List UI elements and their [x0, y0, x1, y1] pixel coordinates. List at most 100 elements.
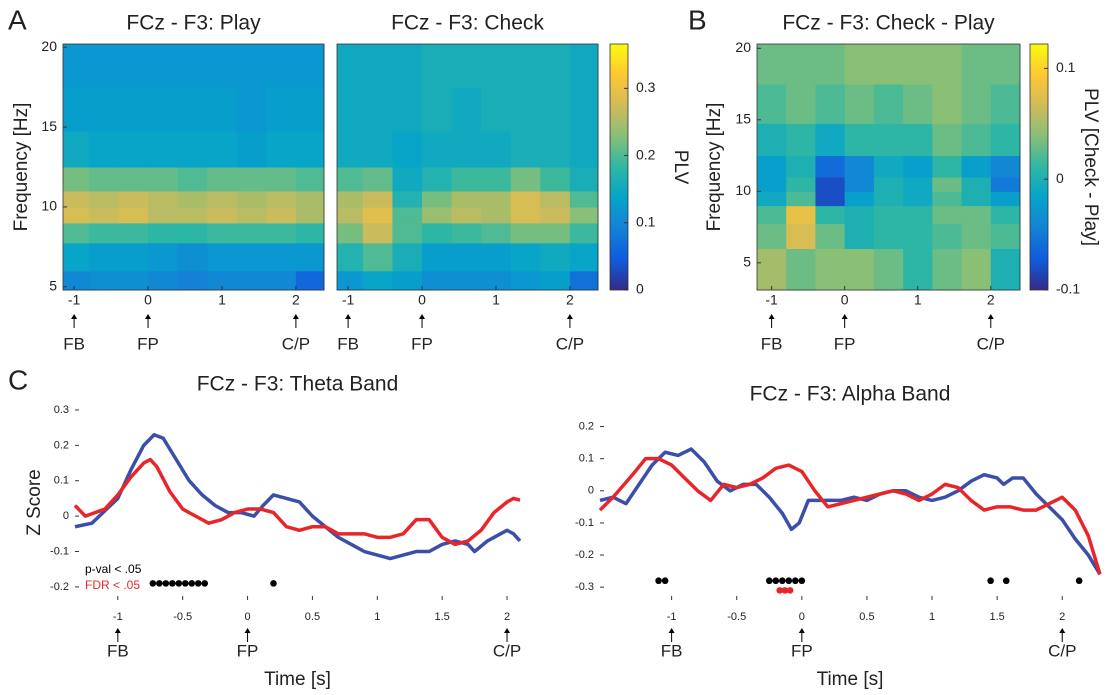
heatmap-cell	[207, 190, 238, 208]
heatmap-cell	[118, 190, 149, 208]
x-tick-label: -1	[667, 611, 677, 623]
heatmap-cell	[815, 205, 846, 224]
significance-dot	[786, 587, 794, 594]
heatmap-cell	[540, 222, 571, 244]
heatmap-cell	[236, 270, 267, 291]
significance-dot	[1002, 577, 1010, 585]
colorbar-tick-label: 0.2	[636, 146, 656, 162]
heatmap-cell	[961, 123, 992, 157]
significance-dot	[169, 580, 176, 587]
x-tick-label: 0	[144, 292, 152, 308]
heatmap-cell	[236, 87, 267, 132]
heatmap-cell	[815, 123, 846, 157]
plot-frame	[62, 43, 325, 291]
heatmap-cell	[903, 248, 933, 291]
event-arrowhead	[114, 628, 121, 633]
significance-dot	[987, 577, 994, 585]
heatmap-cell	[118, 44, 149, 88]
heatmap-cell	[844, 155, 875, 178]
heatmap-cell	[337, 270, 364, 291]
data-line	[73, 457, 521, 547]
heatmap-cell	[337, 87, 364, 132]
x-tick-label: 0	[841, 292, 849, 308]
heatmap-cell	[510, 131, 541, 168]
heatmap-cell	[569, 167, 599, 192]
y-tick-label: -0.2	[50, 581, 69, 593]
x-tick-label: -0.5	[727, 611, 746, 623]
heatmap-cell	[903, 155, 933, 178]
significance-dot	[270, 580, 277, 587]
heatmap-cell	[569, 44, 599, 88]
heatmap-cell	[422, 270, 453, 291]
heatmap-cell	[88, 167, 119, 192]
heatmap-cell	[932, 248, 963, 291]
heatmap-cell	[540, 167, 571, 192]
heatmap-cell	[786, 205, 816, 224]
colorbar	[609, 43, 629, 291]
heatmap-cell	[337, 206, 364, 224]
y-tick-label: 0	[588, 485, 594, 497]
y-tick-label: 0.2	[579, 420, 594, 432]
significance-dot	[778, 577, 786, 585]
x-tick-label: 1.5	[989, 611, 1004, 623]
significance-dot	[776, 587, 783, 594]
x-tick-label: -1	[68, 292, 81, 308]
heatmap-cell	[295, 206, 325, 224]
heatmap-cell	[873, 191, 904, 207]
heatmap-cell	[362, 206, 393, 224]
event-label: FB	[107, 641, 129, 660]
heatmap-cell	[757, 223, 787, 250]
heatmap-cell	[990, 44, 1021, 85]
marker-legend: FDR < .05	[85, 578, 140, 592]
heatmap-cell	[990, 123, 1021, 157]
heatmap-cell	[118, 270, 149, 291]
y-tick-label: 0.1	[579, 453, 594, 465]
significance-dot	[181, 580, 189, 587]
event-arrowhead	[71, 314, 78, 319]
heatmap-cell	[148, 270, 179, 291]
event-arrowhead	[292, 314, 299, 319]
x-tick-label: 1	[374, 611, 380, 623]
heatmap-cell	[63, 206, 90, 224]
heatmap-cell	[757, 155, 787, 178]
event-arrowhead	[798, 628, 805, 633]
significance-dot	[772, 577, 780, 585]
heatmap-cell	[451, 270, 482, 291]
heatmap-cell	[236, 131, 267, 168]
heatmap-cell	[873, 223, 904, 250]
event-label: C/P	[493, 641, 521, 660]
heatmap-cell	[451, 44, 482, 88]
heatmap-cell	[266, 270, 297, 291]
y-tick-label: -0.3	[575, 581, 594, 593]
heatmap-cell	[118, 242, 149, 272]
heatmap-cell	[510, 222, 541, 244]
y-axis-label: Frequency [Hz]	[11, 103, 32, 232]
heatmap-cell	[362, 242, 393, 272]
x-tick-label: 1	[914, 292, 922, 308]
heatmap-cell	[236, 222, 267, 244]
heatmap-cell	[266, 206, 297, 224]
event-label: C/P	[556, 334, 584, 353]
x-tick-label: 0.5	[305, 611, 320, 623]
data-line	[599, 447, 1102, 576]
heatmap-cell	[932, 191, 963, 207]
event-label: C/P	[977, 334, 1005, 353]
heatmap-cell	[148, 242, 179, 272]
heatmap-cell	[207, 222, 238, 244]
heatmap-cell	[932, 44, 963, 85]
heatmap-cell	[757, 44, 787, 85]
x-tick-label: 0	[418, 292, 426, 308]
heatmap-cell	[903, 84, 933, 124]
heatmap-cell	[844, 84, 875, 124]
event-label: FP	[791, 641, 813, 660]
heatmap-cell	[815, 155, 846, 178]
data-line	[74, 432, 522, 561]
y-tick-label: 0	[63, 510, 69, 522]
heatmap-cell	[757, 191, 787, 207]
heatmap-cell	[932, 123, 963, 157]
heatmap-cell	[392, 131, 423, 168]
heatmap-cell	[903, 177, 933, 192]
chart-title: FCz - F3: Alpha Band	[750, 383, 951, 406]
heatmap-cell	[177, 131, 208, 168]
